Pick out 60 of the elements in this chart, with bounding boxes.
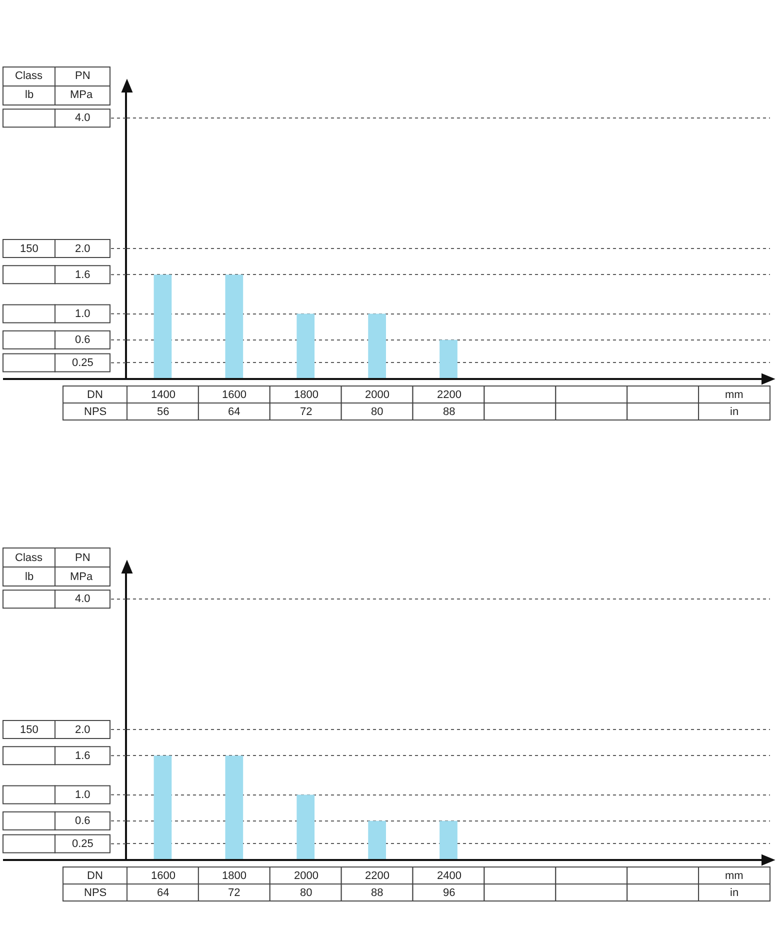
- text: 150: [20, 243, 38, 255]
- text: MPa: [70, 89, 94, 101]
- x-tick-label: 2400: [437, 870, 462, 882]
- text: mm: [725, 870, 744, 882]
- text: NPS: [84, 887, 107, 899]
- x-tick-label: 1600: [151, 870, 176, 882]
- text: 96: [443, 887, 456, 899]
- text: DN: [87, 389, 103, 401]
- bar: [154, 756, 172, 860]
- y-tick-label: 0.6: [75, 815, 90, 827]
- x-tick-label: 1400: [151, 389, 176, 401]
- text: 80: [371, 406, 384, 418]
- text: lb: [25, 89, 34, 101]
- text: NPS: [84, 406, 107, 418]
- text: 72: [228, 887, 240, 899]
- bar: [154, 274, 172, 379]
- y-tick-label: 0.6: [75, 334, 90, 346]
- text: 64: [228, 406, 240, 418]
- text: 64: [157, 887, 170, 899]
- text: Class: [15, 70, 44, 82]
- x-tick-label: 2000: [365, 389, 390, 401]
- y-tick-label: 4.0: [75, 112, 90, 124]
- bar: [440, 820, 458, 860]
- bar: [225, 274, 244, 379]
- bar: [296, 794, 315, 860]
- y-tick-label: 1.0: [75, 789, 90, 801]
- y-tick-label: 1.6: [75, 269, 90, 281]
- bar: [368, 314, 386, 379]
- text: DN: [87, 870, 103, 882]
- y-tick-label: 0.25: [72, 838, 94, 850]
- text: MPa: [70, 571, 94, 583]
- y-tick-label: 1.0: [75, 308, 90, 320]
- y-tick-label: 0.25: [72, 357, 94, 369]
- x-tick-label: 2000: [294, 870, 318, 882]
- bar: [368, 820, 386, 860]
- text: mm: [725, 389, 744, 401]
- text: 80: [300, 887, 312, 899]
- text: in: [730, 406, 739, 418]
- text: lb: [25, 571, 34, 583]
- text: 88: [371, 887, 384, 899]
- x-tick-label: 1600: [222, 389, 246, 401]
- bar: [225, 756, 244, 860]
- text: in: [730, 887, 739, 899]
- x-tick-label: 2200: [437, 389, 462, 401]
- bar: [440, 340, 458, 379]
- y-tick-label: 4.0: [75, 593, 90, 605]
- text: 72: [300, 406, 312, 418]
- y-tick-label: 2.0: [75, 724, 90, 736]
- text: 150: [20, 724, 38, 736]
- bar: [296, 314, 315, 379]
- x-tick-label: 1800: [222, 870, 246, 882]
- x-tick-label: 1800: [294, 389, 318, 401]
- y-tick-label: 1.6: [75, 750, 90, 762]
- text: PN: [75, 552, 90, 564]
- x-tick-label: 2200: [365, 870, 390, 882]
- text: 56: [157, 406, 170, 418]
- text: PN: [75, 70, 90, 82]
- text: 88: [443, 406, 456, 418]
- text: Class: [15, 552, 44, 564]
- y-tick-label: 2.0: [75, 243, 90, 255]
